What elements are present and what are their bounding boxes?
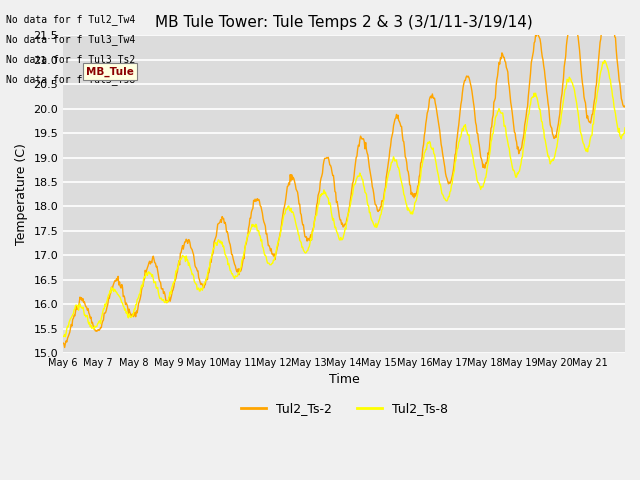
Tul2_Ts-8 (278, 222, 286, 228)
Text: No data for f Tul3_Ts2: No data for f Tul3_Ts2 (6, 54, 136, 65)
Tul2_Ts-8 (601, 58, 609, 63)
Tul2_Ts-8 (229, 273, 237, 279)
Tul2_Ts-8 (403, 202, 410, 208)
Line: Tul2_Ts-8: Tul2_Ts-8 (63, 60, 625, 337)
Tul2_Ts-2 (61, 345, 68, 350)
Title: MB Tule Tower: Tule Temps 2 & 3 (3/1/11-3/19/14): MB Tule Tower: Tule Temps 2 & 3 (3/1/11-… (156, 15, 533, 30)
X-axis label: Time: Time (329, 373, 360, 386)
Legend: Tul2_Ts-2, Tul2_Ts-8: Tul2_Ts-2, Tul2_Ts-8 (236, 397, 452, 420)
Tul2_Ts-8 (61, 334, 69, 340)
Tul2_Ts-8 (435, 172, 442, 178)
Tul2_Ts-8 (60, 334, 67, 339)
Tul2_Ts-2 (403, 160, 410, 166)
Text: MB_Tule: MB_Tule (86, 66, 134, 77)
Tul2_Ts-2 (435, 118, 442, 124)
Text: No data for f Tul2_Tw4: No data for f Tul2_Tw4 (6, 13, 136, 24)
Tul2_Ts-8 (621, 125, 629, 131)
Tul2_Ts-2 (60, 340, 67, 346)
Tul2_Ts-2 (621, 103, 629, 108)
Tul2_Ts-2 (278, 216, 286, 222)
Tul2_Ts-2 (229, 256, 237, 262)
Line: Tul2_Ts-2: Tul2_Ts-2 (63, 25, 625, 348)
Tul2_Ts-2 (126, 310, 134, 315)
Tul2_Ts-8 (257, 238, 265, 244)
Tul2_Ts-2 (257, 204, 265, 209)
Text: No data for f Tul3_Ts8: No data for f Tul3_Ts8 (6, 74, 136, 85)
Y-axis label: Temperature (C): Temperature (C) (15, 143, 28, 245)
Tul2_Ts-8 (126, 313, 134, 319)
Tul2_Ts-2 (566, 23, 573, 28)
Text: No data for f Tul3_Tw4: No data for f Tul3_Tw4 (6, 34, 136, 45)
